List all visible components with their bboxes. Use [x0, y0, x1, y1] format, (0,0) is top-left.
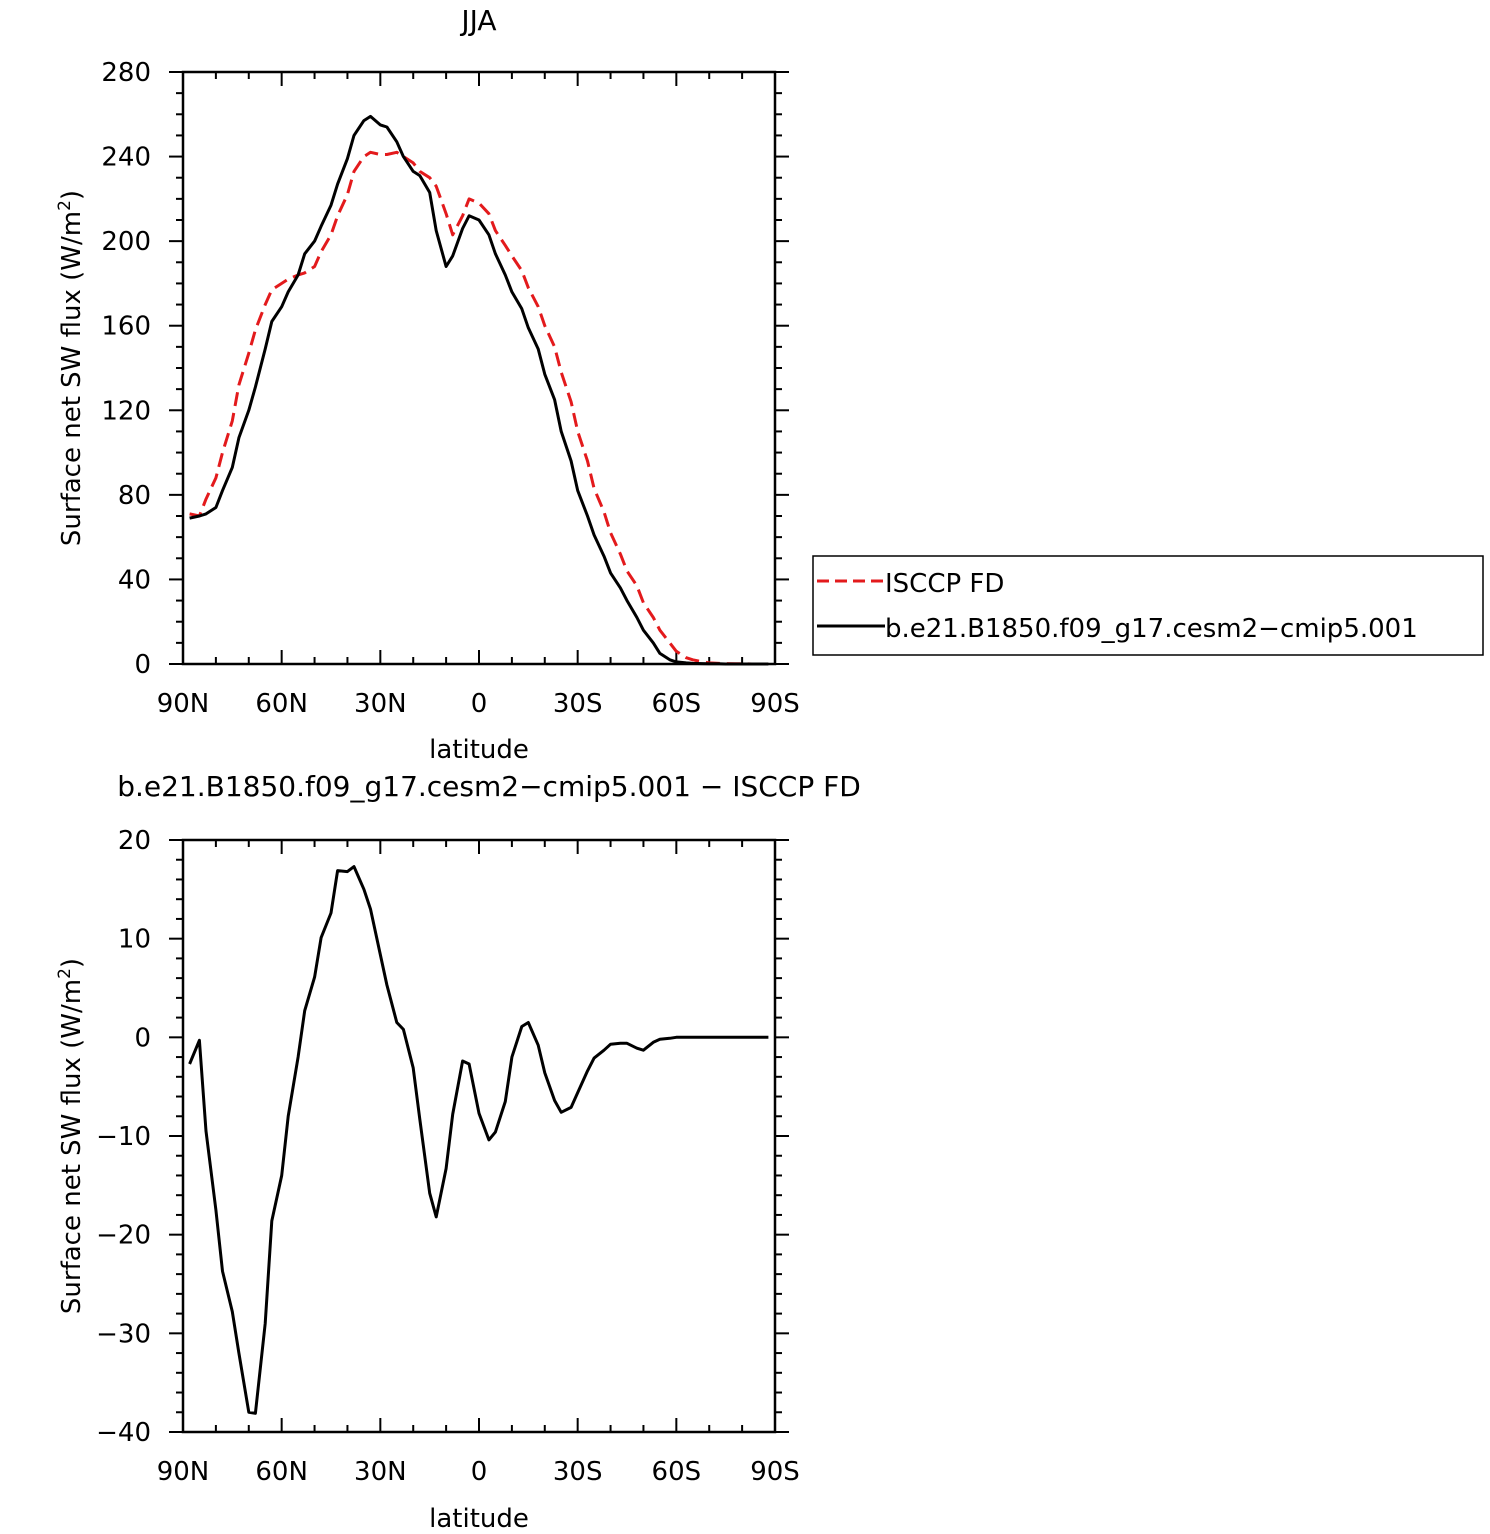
bottom-x-tick-label: 30N — [354, 1457, 407, 1487]
bottom-chart-title: b.e21.B1850.f09_g17.cesm2−cmip5.001 − IS… — [117, 770, 861, 803]
bottom-x-tick-label: 60N — [255, 1457, 308, 1487]
top-y-tick-label: 200 — [101, 227, 151, 257]
bottom-y-axis-label-superscript: 2 — [55, 968, 75, 979]
top-y-tick-label: 0 — [134, 650, 151, 680]
bottom-y-tick-label: −10 — [96, 1122, 151, 1152]
bottom-y-axis-label-close: ) — [57, 958, 87, 968]
bottom-y-tick-label: 10 — [118, 925, 151, 955]
bottom-x-tick-label: 30S — [553, 1457, 603, 1487]
top-x-tick-label: 30S — [553, 689, 603, 719]
bottom-y-axis-label-main: Surface net SW flux (W/m — [57, 979, 87, 1314]
bottom-series-line-0 — [188, 865, 769, 1415]
bottom-x-tick-label: 90S — [750, 1457, 800, 1487]
top-y-axis-label-main: Surface net SW flux (W/m — [57, 211, 87, 546]
bottom-y-tick-label: −40 — [96, 1418, 151, 1448]
top-y-tick-label: 160 — [101, 312, 151, 342]
top-y-axis-label-close: ) — [57, 190, 87, 200]
top-chart-title: JJA — [459, 4, 496, 37]
top-series-line-1 — [189, 114, 769, 666]
top-x-tick-label: 90N — [157, 689, 210, 719]
bottom-y-tick-label: −30 — [96, 1319, 151, 1349]
top-series-line-0 — [189, 150, 769, 666]
top-x-tick-label: 60S — [652, 689, 702, 719]
top-x-tick-label: 60N — [255, 689, 308, 719]
top-plot-area: 90N 60N 30N 0 30S 60S 90S 0 40 80 120 160 200 240 280 — [101, 58, 799, 719]
top-y-tick-label: 120 — [101, 396, 151, 426]
top-y-tick-label: 40 — [118, 565, 151, 595]
legend-label-model: b.e21.B1850.f09_g17.cesm2−cmip5.001 — [885, 614, 1418, 644]
bottom-plot-frame — [181, 838, 777, 1434]
bottom-y-tick-label: 0 — [134, 1023, 151, 1053]
bottom-y-tick-label: −20 — [96, 1221, 151, 1251]
top-y-tick-label: 240 — [101, 143, 151, 173]
top-y-axis-label-superscript: 2 — [55, 200, 75, 211]
top-panel: JJA 90N 60N 30N 0 30S 60S 90S 0 40 80 120 160 200 240… — [55, 4, 1484, 765]
top-y-tick-label: 280 — [101, 58, 151, 88]
top-y-tick-label: 80 — [118, 481, 151, 511]
bottom-y-tick-label: 20 — [118, 826, 151, 856]
top-plot-frame — [181, 70, 777, 666]
legend-label-isccp: ISCCP FD — [885, 569, 1004, 599]
bottom-x-tick-label: 0 — [471, 1457, 488, 1487]
bottom-panel: b.e21.B1850.f09_g17.cesm2−cmip5.001 − IS… — [55, 770, 861, 1534]
top-x-tick-label: 0 — [471, 689, 488, 719]
top-x-axis-label: latitude — [429, 735, 529, 765]
bottom-x-tick-label: 90N — [157, 1457, 210, 1487]
bottom-y-axis-label: Surface net SW flux (W/m2) — [55, 958, 87, 1314]
top-x-tick-label: 30N — [354, 689, 407, 719]
bottom-x-tick-label: 60S — [652, 1457, 702, 1487]
top-y-axis-label: Surface net SW flux (W/m2) — [55, 190, 87, 546]
legend-frame — [812, 555, 1484, 656]
top-legend: ISCCP FD b.e21.B1850.f09_g17.cesm2−cmip5… — [812, 555, 1484, 656]
bottom-x-axis-label: latitude — [429, 1504, 529, 1534]
top-x-tick-label: 90S — [750, 689, 800, 719]
bottom-plot-area: 90N 60N 30N 0 30S 60S 90S −40 −30 −20 −10 0 10 20 — [96, 826, 800, 1487]
